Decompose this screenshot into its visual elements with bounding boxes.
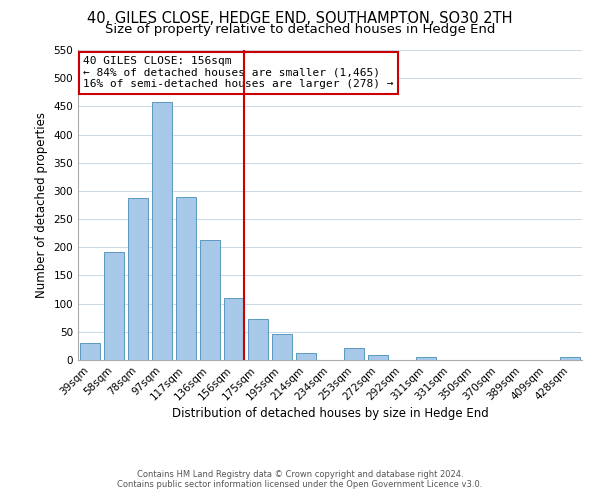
Text: Size of property relative to detached houses in Hedge End: Size of property relative to detached ho…: [105, 23, 495, 36]
Bar: [560, 357, 580, 360]
Bar: [416, 357, 436, 360]
Bar: [272, 334, 292, 360]
Y-axis label: Number of detached properties: Number of detached properties: [35, 112, 48, 298]
Text: Contains HM Land Registry data © Crown copyright and database right 2024.
Contai: Contains HM Land Registry data © Crown c…: [118, 470, 482, 489]
Bar: [344, 348, 364, 360]
Bar: [176, 196, 196, 360]
Bar: [248, 319, 268, 360]
Bar: [80, 343, 100, 360]
Bar: [104, 252, 124, 360]
Bar: [224, 298, 244, 360]
Bar: [152, 102, 172, 360]
Text: 40 GILES CLOSE: 156sqm
← 84% of detached houses are smaller (1,465)
16% of semi-: 40 GILES CLOSE: 156sqm ← 84% of detached…: [83, 56, 394, 90]
Bar: [200, 240, 220, 360]
Bar: [128, 198, 148, 360]
Bar: [296, 352, 316, 360]
X-axis label: Distribution of detached houses by size in Hedge End: Distribution of detached houses by size …: [172, 408, 488, 420]
Text: 40, GILES CLOSE, HEDGE END, SOUTHAMPTON, SO30 2TH: 40, GILES CLOSE, HEDGE END, SOUTHAMPTON,…: [87, 11, 513, 26]
Bar: [368, 356, 388, 360]
